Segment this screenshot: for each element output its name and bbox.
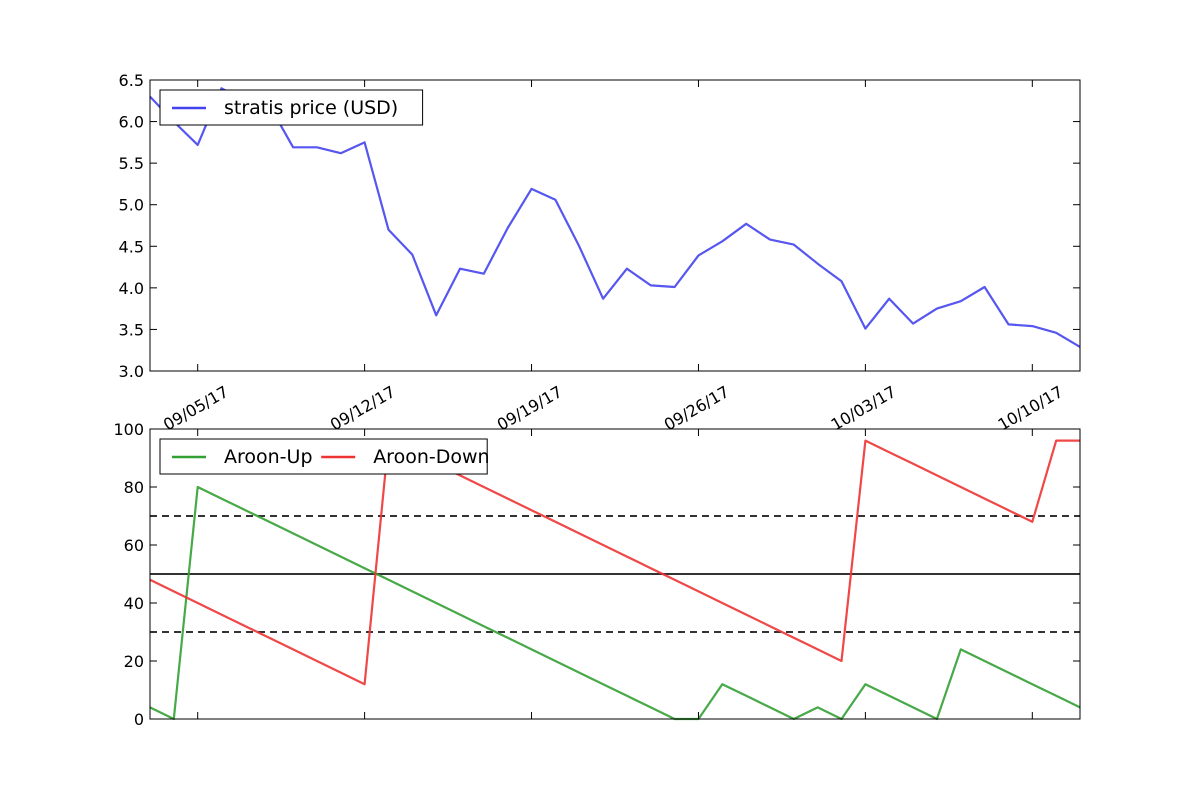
y-tick-label: 100 (113, 420, 144, 439)
x-tick-label: 09/12/17 (327, 382, 399, 434)
y-tick-label: 3.5 (119, 320, 144, 339)
y-tick-label: 6.0 (119, 113, 144, 132)
x-tick-label: 10/10/17 (995, 382, 1067, 434)
legend-label: Aroon-Down (373, 446, 489, 468)
y-tick-label: 60 (124, 536, 144, 555)
x-tick-label: 10/03/17 (828, 382, 900, 434)
chart-panel-1: 3.0 3.5 4.0 4.5 5.0 5.5 6.0 6.5 09/05/17 09/12/17… (119, 71, 1081, 434)
plot-frame (149, 428, 1081, 720)
y-tick-label: 80 (124, 478, 144, 497)
x-tick-label: 09/19/17 (494, 382, 566, 434)
y-tick-label: 40 (124, 594, 144, 613)
series-line-2 (149, 439, 1080, 686)
chart-panel-2: 0 20 40 60 80 100 Aroon-Up Aroon-Down (113, 420, 1081, 729)
x-tick-label: 09/26/17 (661, 382, 733, 434)
y-tick-label: 5.5 (119, 154, 144, 173)
series-line-1 (149, 485, 1081, 721)
y-tick-label: 4.0 (119, 279, 144, 298)
series-line-1 (149, 87, 1081, 348)
legend-label: Aroon-Up (224, 446, 313, 468)
y-tick-label: 5.0 (119, 196, 144, 215)
y-tick-label: 0 (134, 710, 144, 729)
y-tick-label: 20 (124, 652, 144, 671)
y-tick-label: 4.5 (119, 237, 144, 256)
x-tick-label: 09/05/17 (160, 382, 232, 434)
y-tick-label: 6.5 (119, 71, 144, 90)
legend-label: stratis price (USD) (224, 97, 398, 119)
plot-frame (149, 79, 1081, 372)
y-tick-label: 3.0 (119, 362, 144, 381)
